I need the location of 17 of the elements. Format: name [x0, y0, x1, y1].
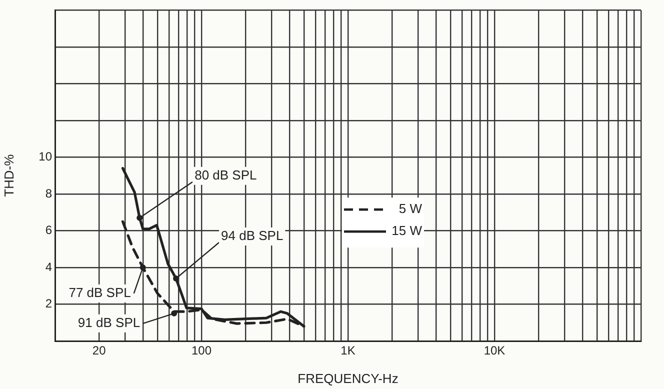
x-tick-label: 20	[92, 344, 106, 358]
x-tick-label: 100	[191, 344, 212, 358]
annotation: 80 dB SPL	[194, 167, 257, 182]
y-tick-label: 10	[38, 150, 52, 164]
y-tick-label: 6	[45, 223, 52, 238]
y-axis-title: THD-%	[1, 154, 16, 197]
y-tick-label: 8	[45, 186, 52, 200]
annotation: 94 dB SPL	[221, 228, 284, 244]
legend-label: 5 W	[398, 201, 423, 216]
annotation: 77 dB SPL	[68, 285, 131, 300]
x-axis-title: FREQUENCY-Hz	[298, 370, 398, 386]
annotation: 91 dB SPL	[78, 315, 140, 330]
y-tick-label: 2	[45, 296, 52, 311]
x-tick-label: 10K	[484, 344, 506, 358]
y-tick-label: 4	[45, 260, 52, 274]
legend-label: 15 W	[392, 223, 423, 238]
x-tick-label: 1K	[340, 344, 356, 358]
